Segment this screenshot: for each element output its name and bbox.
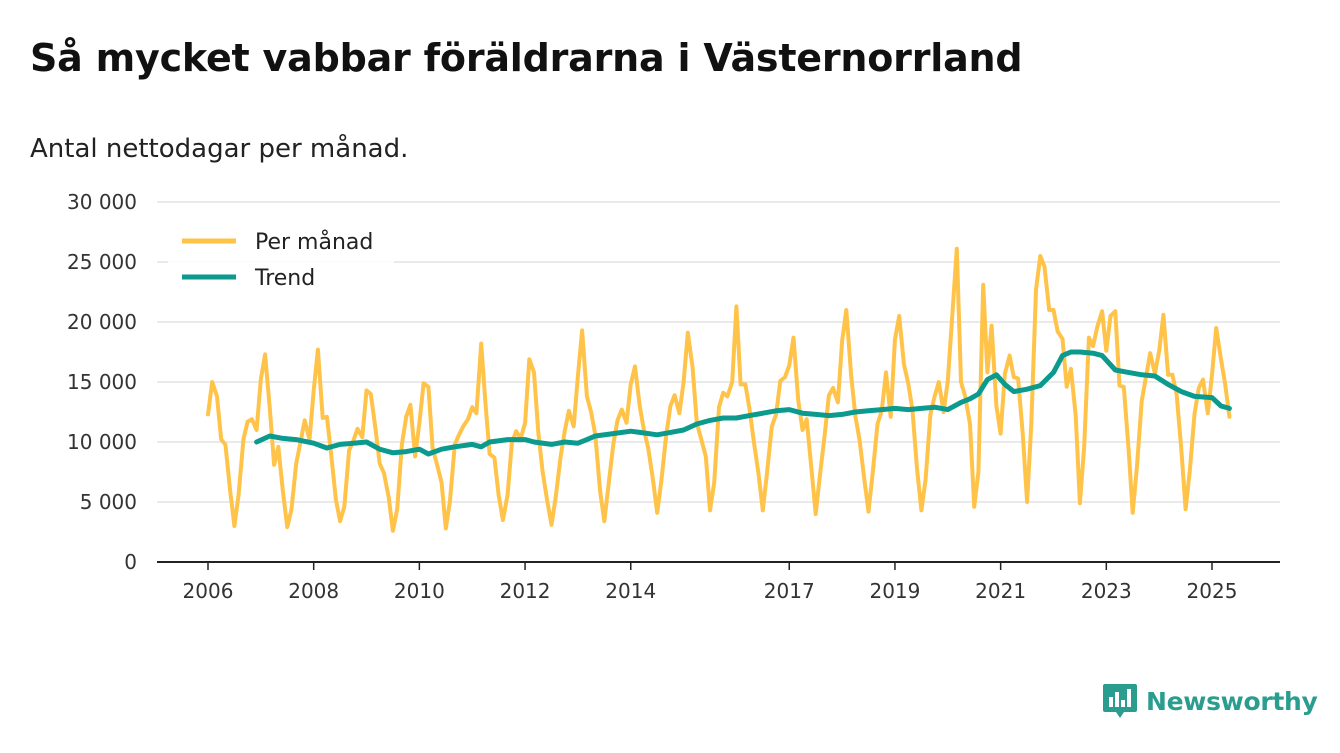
x-tick-label: 2025	[1187, 579, 1238, 603]
x-axis: 2006 2008 2010 2012 2014 2017 2019 2021 2023 2025	[157, 561, 1280, 603]
x-tick-label: 2012	[500, 579, 551, 603]
y-tick-label: 20 000	[67, 310, 137, 334]
x-tick-label: 2014	[605, 579, 656, 603]
legend-label-per-manad: Per månad	[255, 229, 373, 255]
newsworthy-logo-icon	[1103, 684, 1137, 718]
legend: Per månad Trend	[168, 220, 394, 300]
y-tick-label: 25 000	[67, 250, 137, 274]
y-tick-labels: 0 5 000 10 000 15 000 20 000 25 000 30 000	[67, 190, 137, 574]
legend-background	[168, 220, 394, 300]
y-tick-label: 0	[124, 550, 137, 574]
series-line-trend	[254, 349, 1232, 457]
legend-label-trend: Trend	[254, 266, 315, 291]
x-tick-label: 2006	[183, 579, 234, 603]
chart-subtitle: Antal nettodagar per månad.	[30, 134, 409, 164]
series-line-per-manad	[206, 246, 1232, 533]
newsworthy-brand-name: Newsworthy	[1146, 686, 1318, 716]
x-tick-label: 2023	[1081, 579, 1132, 603]
x-tick-label: 2010	[394, 579, 445, 603]
x-tick-label: 2021	[975, 579, 1026, 603]
y-tick-label: 15 000	[67, 370, 137, 394]
series-layer	[206, 246, 1232, 533]
x-tick-label: 2019	[869, 579, 920, 603]
chart-title: Så mycket vabbar föräldrarna i Västernor…	[30, 36, 1023, 80]
y-tick-label: 30 000	[67, 190, 137, 214]
newsworthy-brand[interactable]: Newsworthy	[1102, 682, 1318, 720]
x-tick-label: 2017	[764, 579, 815, 603]
y-tick-label: 10 000	[67, 430, 137, 454]
y-tick-label: 5 000	[80, 490, 137, 514]
x-tick-label: 2008	[288, 579, 339, 603]
